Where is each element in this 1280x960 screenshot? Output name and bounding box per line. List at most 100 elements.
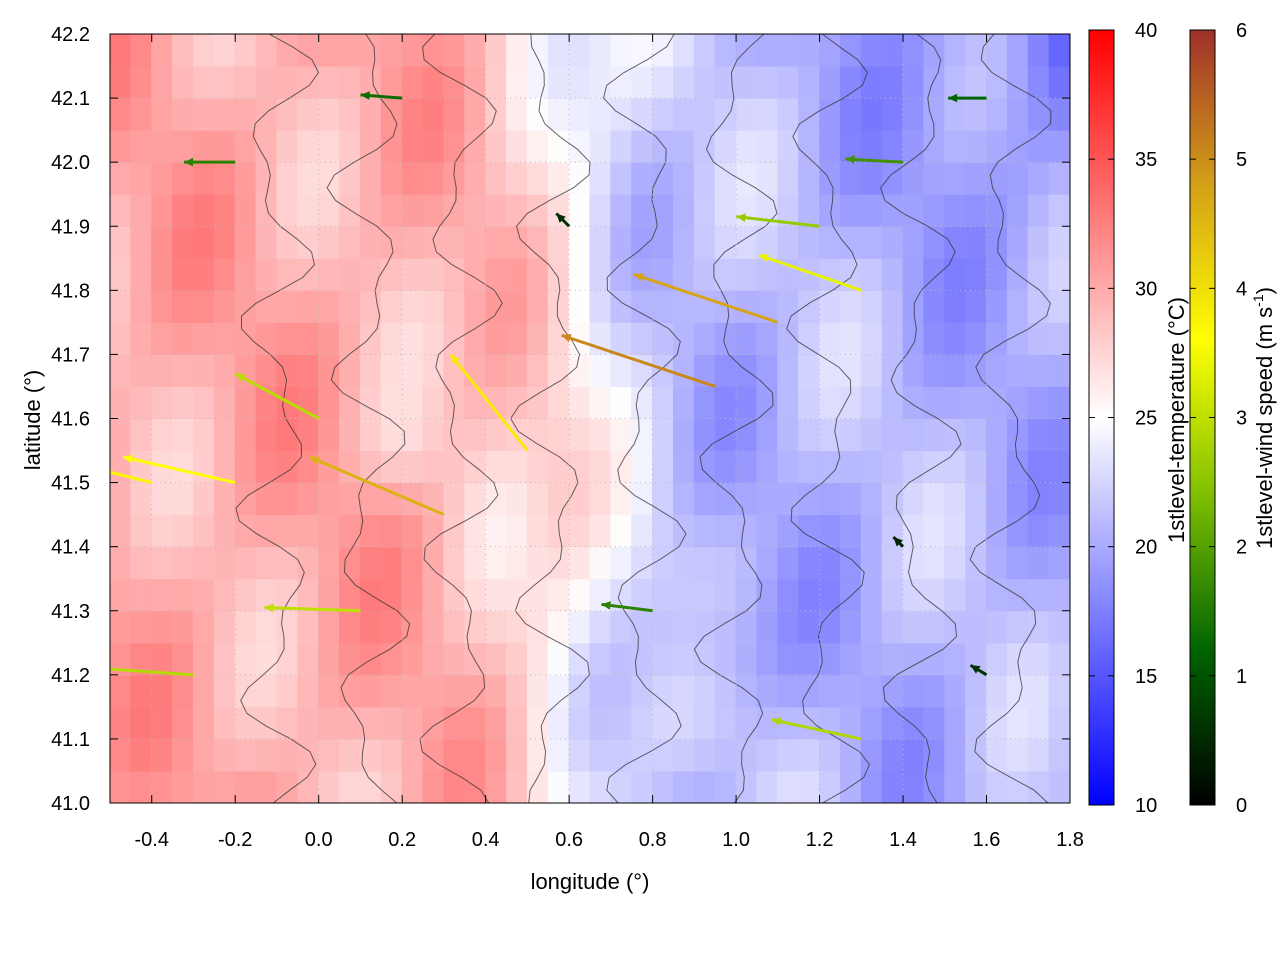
temperature-cell bbox=[485, 321, 508, 355]
temperature-cell bbox=[798, 642, 821, 676]
temperature-cell bbox=[819, 642, 841, 676]
temperature-cell bbox=[902, 578, 925, 612]
temperature-cell bbox=[798, 546, 821, 580]
temperature-cell bbox=[485, 610, 508, 644]
temperature-cell bbox=[255, 97, 278, 131]
temperature-cell bbox=[610, 257, 633, 291]
temperature-cell bbox=[234, 129, 257, 163]
temperature-cell bbox=[944, 514, 967, 548]
temperature-cell bbox=[777, 353, 800, 387]
temperature-cell bbox=[422, 578, 445, 612]
temperature-cell bbox=[568, 674, 591, 708]
temperature-cell bbox=[839, 97, 862, 131]
temperature-cell bbox=[297, 450, 320, 484]
temperature-cell bbox=[172, 770, 194, 803]
temperature-cell bbox=[1006, 193, 1029, 227]
temperature-cell bbox=[547, 353, 570, 387]
temperature-cell bbox=[359, 738, 382, 772]
colorbar-tick-label: 30 bbox=[1135, 278, 1157, 300]
temperature-cell bbox=[923, 257, 946, 291]
temperature-cell bbox=[672, 450, 695, 484]
temperature-cell bbox=[881, 610, 904, 644]
temperature-cell bbox=[255, 65, 278, 99]
temperature-cell bbox=[506, 193, 528, 227]
temperature-cell bbox=[944, 161, 967, 195]
temperature-cell bbox=[151, 257, 174, 291]
temperature-cell bbox=[756, 706, 779, 740]
temperature-cell bbox=[255, 770, 278, 803]
temperature-cell bbox=[130, 257, 153, 291]
temperature-cell bbox=[714, 642, 737, 676]
temperature-cell bbox=[359, 193, 382, 227]
y-tick-label: 41.5 bbox=[51, 473, 90, 495]
temperature-cell bbox=[839, 578, 862, 612]
temperature-cell bbox=[401, 65, 424, 99]
y-tick-label: 41.7 bbox=[51, 344, 90, 366]
wind-vector-shaft bbox=[122, 455, 236, 485]
temperature-cell bbox=[756, 450, 779, 484]
temperature-cell bbox=[276, 450, 299, 484]
temperature-cell bbox=[777, 610, 800, 644]
temperature-cell bbox=[318, 546, 341, 580]
temperature-cell bbox=[881, 482, 904, 516]
temperature-cell bbox=[881, 161, 904, 195]
temperature-cell bbox=[422, 514, 445, 548]
temperature-cell bbox=[130, 546, 153, 580]
temperature-cell bbox=[568, 450, 591, 484]
temperature-cell bbox=[777, 225, 800, 259]
temperature-cell bbox=[192, 642, 215, 676]
temperature-cell bbox=[130, 161, 153, 195]
wind-vector-shaft bbox=[736, 215, 820, 228]
temperature-cell bbox=[902, 257, 925, 291]
temperature-cell bbox=[339, 129, 361, 163]
temperature-cell bbox=[213, 225, 236, 259]
temperature-cell bbox=[819, 289, 841, 323]
temperature-cell bbox=[631, 193, 654, 227]
temperature-cell bbox=[652, 674, 674, 708]
temperature-cell bbox=[1048, 546, 1070, 580]
temperature-cell bbox=[547, 482, 570, 516]
temperature-cell bbox=[589, 385, 612, 419]
temperature-cell bbox=[1027, 257, 1050, 291]
temperature-cell bbox=[798, 161, 821, 195]
temperature-cell bbox=[819, 385, 841, 419]
temperature-cell bbox=[547, 385, 570, 419]
temperature-cell bbox=[902, 642, 925, 676]
y-tick-label: 41.2 bbox=[51, 665, 90, 687]
temperature-cell bbox=[339, 97, 361, 131]
temperature-cell bbox=[923, 289, 946, 323]
temperature-cell bbox=[986, 706, 1008, 740]
temperature-cell bbox=[923, 546, 946, 580]
temperature-cell bbox=[443, 738, 466, 772]
wind-vector bbox=[892, 536, 905, 548]
temperature-cell bbox=[839, 161, 862, 195]
temperature-cell bbox=[401, 289, 424, 323]
temperature-cell bbox=[506, 353, 528, 387]
temperature-cell bbox=[881, 34, 904, 67]
temperature-cell bbox=[860, 738, 883, 772]
temperature-cell bbox=[902, 321, 925, 355]
temperature-cell bbox=[672, 546, 695, 580]
temperature-cell bbox=[652, 546, 674, 580]
temperature-cell bbox=[839, 642, 862, 676]
temperature-cell bbox=[464, 161, 487, 195]
temperature-cell bbox=[631, 161, 654, 195]
temperature-cell bbox=[860, 257, 883, 291]
temperature-cell bbox=[798, 738, 821, 772]
temperature-cell bbox=[965, 546, 988, 580]
temperature-cell bbox=[297, 65, 320, 99]
wind-vector bbox=[948, 93, 987, 103]
temperature-cell bbox=[881, 353, 904, 387]
temperature-cell bbox=[881, 385, 904, 419]
temperature-cell bbox=[443, 514, 466, 548]
temperature-cell bbox=[631, 385, 654, 419]
temperature-cell bbox=[819, 514, 841, 548]
temperature-cell bbox=[714, 674, 737, 708]
temperature-cell bbox=[839, 353, 862, 387]
temperature-cell bbox=[944, 97, 967, 131]
x-tick-label: 1.6 bbox=[973, 829, 1001, 851]
temperature-cell bbox=[589, 129, 612, 163]
temperature-cell bbox=[276, 418, 299, 452]
temperature-cell bbox=[1006, 514, 1029, 548]
